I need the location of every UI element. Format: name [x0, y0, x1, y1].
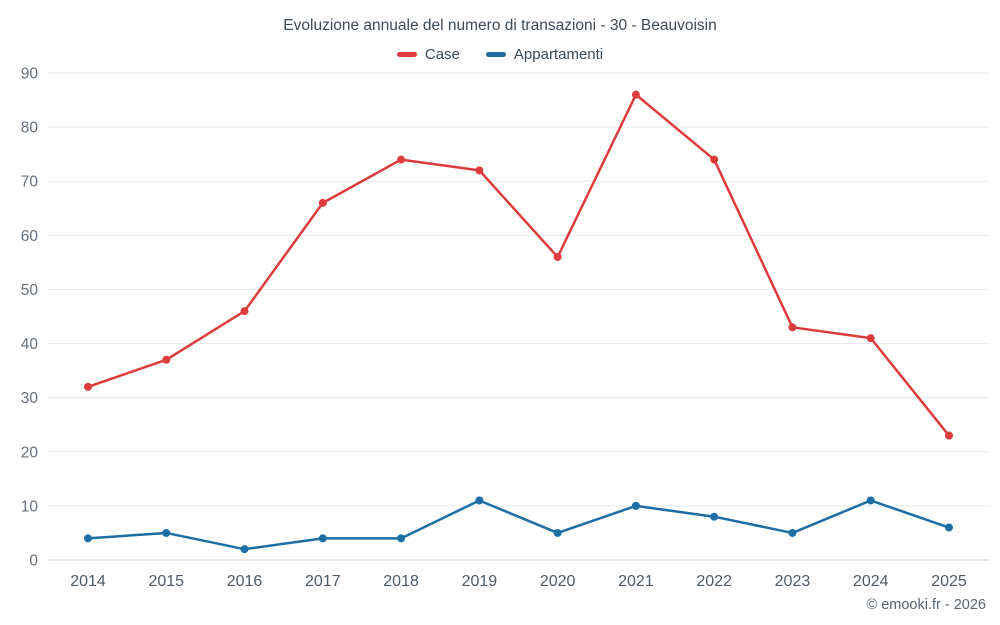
svg-text:10: 10 — [21, 498, 39, 515]
svg-text:2014: 2014 — [70, 573, 106, 590]
svg-text:20: 20 — [21, 444, 39, 461]
x-axis-labels: 2014 2015 2016 2017 2018 2019 2020 2021 2022 2023… — [70, 573, 967, 590]
legend-item-appartamenti[interactable]: Appartamenti — [485, 46, 604, 63]
point-appartamenti-2019[interactable] — [475, 496, 484, 505]
point-appartamenti-2023[interactable] — [788, 528, 797, 537]
legend-label-appartamenti: Appartamenti — [513, 46, 604, 63]
svg-text:2017: 2017 — [305, 573, 341, 590]
svg-text:2015: 2015 — [148, 573, 184, 590]
svg-text:2025: 2025 — [931, 573, 967, 590]
point-case-2019[interactable] — [475, 166, 484, 175]
svg-text:80: 80 — [21, 120, 39, 137]
point-case-2021[interactable] — [631, 90, 640, 99]
legend-swatch-appartamenti — [485, 52, 506, 57]
svg-text:2020: 2020 — [540, 573, 576, 590]
svg-text:2024: 2024 — [853, 573, 889, 590]
svg-text:90: 90 — [21, 66, 39, 83]
point-case-2022[interactable] — [710, 155, 719, 164]
svg-text:2022: 2022 — [696, 573, 732, 590]
legend-label-case: Case — [424, 46, 460, 63]
series-appartamenti[interactable] — [84, 496, 953, 554]
legend-item-case[interactable]: Case — [396, 46, 460, 63]
series-case[interactable] — [84, 90, 953, 440]
svg-text:2023: 2023 — [775, 573, 811, 590]
svg-text:50: 50 — [21, 282, 39, 299]
point-case-2020[interactable] — [553, 252, 562, 261]
point-case-2025[interactable] — [945, 431, 953, 440]
legend-swatch-case — [396, 52, 417, 57]
svg-text:2019: 2019 — [462, 573, 498, 590]
y-axis-labels: 0 10 20 30 40 50 60 70 80 90 — [21, 66, 39, 570]
point-case-2016[interactable] — [240, 307, 249, 316]
point-appartamenti-2018[interactable] — [397, 534, 406, 543]
copyright-credit: © emooki.fr - 2026 — [866, 597, 986, 613]
point-case-2024[interactable] — [866, 334, 875, 343]
point-appartamenti-2016[interactable] — [240, 545, 249, 554]
svg-text:60: 60 — [21, 228, 39, 245]
point-case-2015[interactable] — [162, 355, 171, 364]
point-appartamenti-2015[interactable] — [162, 528, 171, 537]
svg-text:2021: 2021 — [618, 573, 654, 590]
svg-text:0: 0 — [29, 553, 38, 570]
chart-title: Evoluzione annuale del numero di transaz… — [283, 17, 717, 34]
svg-text:30: 30 — [21, 390, 39, 407]
svg-text:2016: 2016 — [227, 573, 263, 590]
gridlines — [47, 72, 990, 561]
point-appartamenti-2014[interactable] — [84, 534, 92, 543]
point-appartamenti-2020[interactable] — [553, 528, 562, 537]
point-case-2023[interactable] — [788, 323, 797, 332]
point-case-2017[interactable] — [318, 198, 327, 207]
point-case-2014[interactable] — [84, 382, 92, 391]
point-appartamenti-2024[interactable] — [866, 496, 875, 505]
legend: Case Appartamenti — [0, 46, 1000, 63]
point-appartamenti-2025[interactable] — [945, 523, 953, 532]
point-appartamenti-2017[interactable] — [318, 534, 327, 543]
point-appartamenti-2021[interactable] — [631, 501, 640, 510]
svg-text:40: 40 — [21, 336, 39, 353]
svg-text:2018: 2018 — [383, 573, 419, 590]
point-appartamenti-2022[interactable] — [710, 512, 719, 521]
point-case-2018[interactable] — [397, 155, 406, 164]
svg-text:70: 70 — [21, 174, 39, 191]
